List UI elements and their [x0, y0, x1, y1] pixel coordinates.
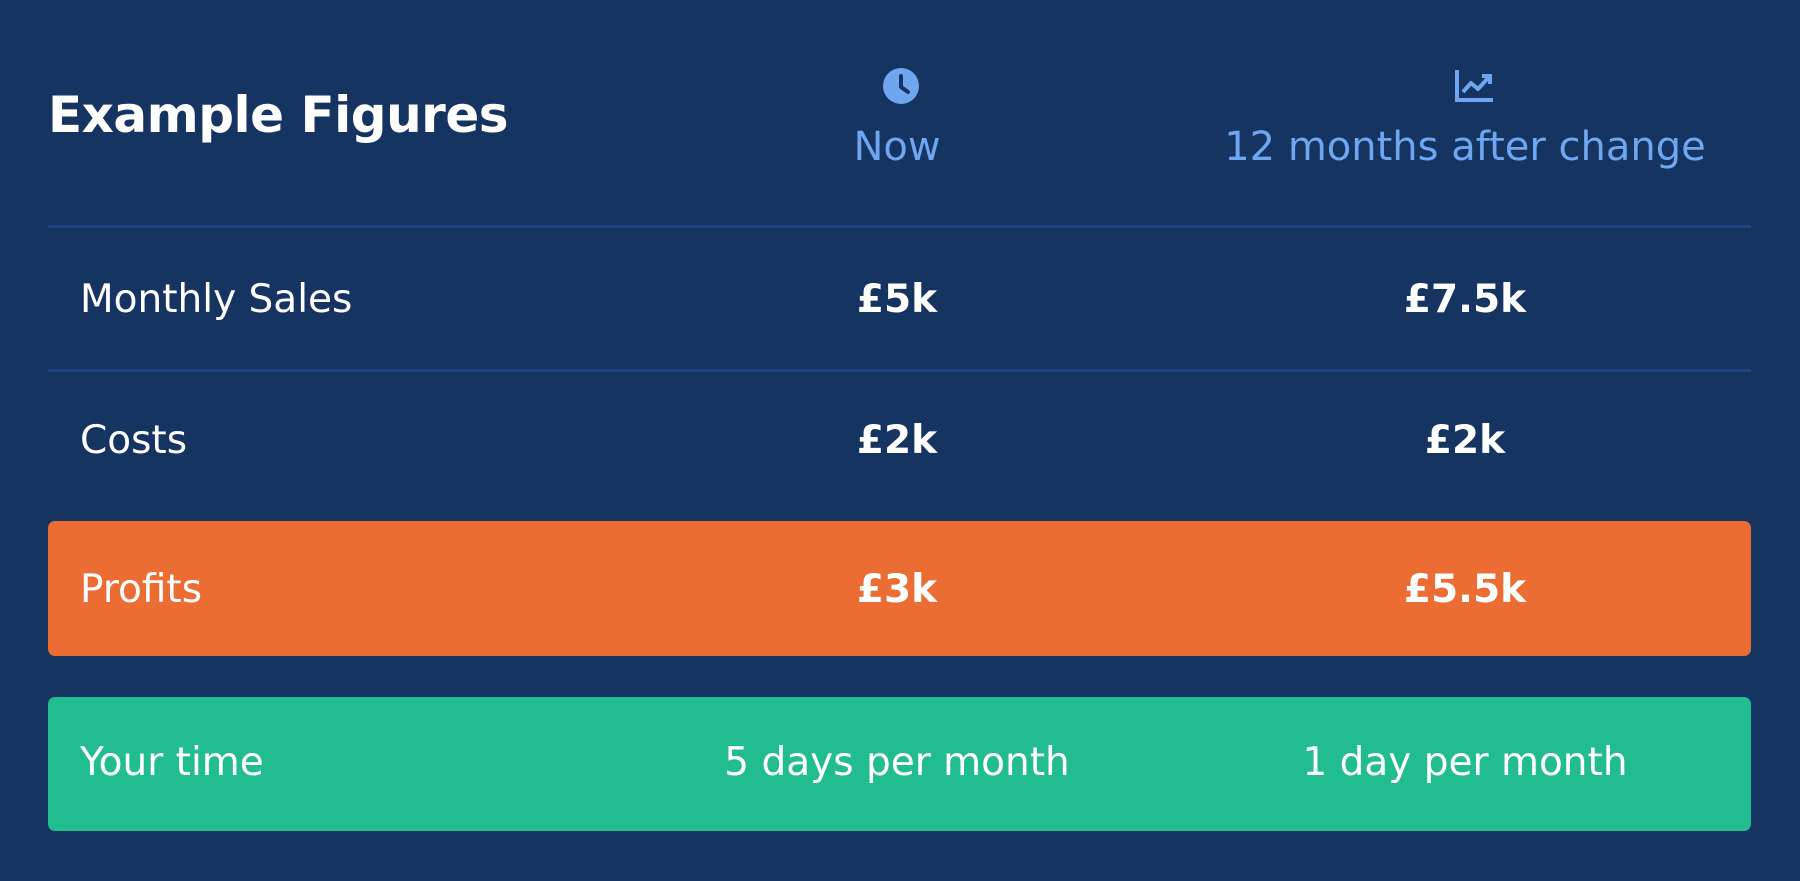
row-value: £2k	[856, 418, 938, 463]
title: Example Figures	[48, 86, 509, 144]
row-value: £3k	[856, 567, 938, 612]
row-value: 5 days per month	[724, 740, 1070, 785]
row-label: Monthly Sales	[80, 277, 353, 322]
chart-icon	[1455, 70, 1493, 102]
separator	[48, 225, 1751, 228]
row-value: £2k	[1424, 418, 1506, 463]
time-band	[48, 697, 1751, 831]
separator	[48, 369, 1751, 372]
profits-band	[48, 521, 1751, 656]
clock-icon	[883, 68, 919, 104]
row-value: £5k	[856, 277, 938, 322]
column-header: 12 months after change	[1224, 124, 1706, 170]
row-value: £5.5k	[1403, 567, 1527, 612]
row-label: Costs	[80, 418, 188, 463]
row-label: Profits	[80, 567, 203, 612]
column-header: Now	[853, 124, 941, 170]
row-value: 1 day per month	[1302, 740, 1628, 785]
row-label: Your time	[80, 740, 264, 785]
row-value: £7.5k	[1403, 277, 1527, 322]
